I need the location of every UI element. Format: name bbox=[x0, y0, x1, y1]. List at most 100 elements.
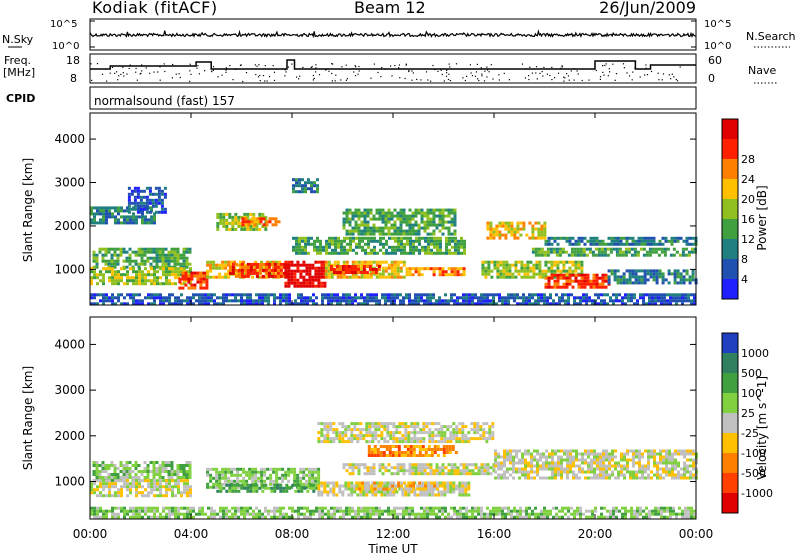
range-cell bbox=[330, 275, 334, 279]
range-cell bbox=[186, 494, 189, 498]
range-cell bbox=[654, 299, 657, 303]
range-cell bbox=[431, 422, 435, 426]
range-cell bbox=[488, 425, 492, 429]
range-cell bbox=[369, 275, 373, 279]
range-cell bbox=[125, 250, 129, 254]
range-cell bbox=[486, 472, 490, 476]
range-cell bbox=[176, 476, 180, 479]
range-cell bbox=[610, 242, 614, 246]
range-cell bbox=[567, 293, 570, 297]
range-cell bbox=[193, 286, 197, 290]
range-cell bbox=[305, 263, 309, 267]
range-cell bbox=[228, 483, 232, 487]
range-cell bbox=[267, 486, 271, 490]
range-cell bbox=[601, 242, 605, 246]
range-cell bbox=[643, 272, 647, 276]
range-cell bbox=[594, 253, 598, 257]
range-cell bbox=[181, 274, 185, 278]
range-cell bbox=[375, 299, 378, 303]
range-cell bbox=[330, 299, 333, 303]
range-cell bbox=[227, 272, 231, 276]
range-cell bbox=[436, 454, 440, 457]
range-cell bbox=[186, 479, 189, 483]
range-cell bbox=[329, 437, 333, 441]
range-cell bbox=[188, 250, 192, 254]
range-cell bbox=[545, 467, 548, 471]
range-cell bbox=[429, 217, 433, 221]
range-cell bbox=[679, 281, 683, 285]
range-cell bbox=[243, 299, 246, 303]
range-cell bbox=[514, 275, 518, 279]
range-cell bbox=[249, 227, 253, 231]
range-cell bbox=[609, 250, 613, 254]
range-cell bbox=[216, 296, 219, 300]
range-cell bbox=[442, 454, 446, 457]
range-cell bbox=[360, 260, 364, 264]
range-cell bbox=[145, 204, 149, 208]
range-cell bbox=[548, 452, 551, 456]
range-cell bbox=[201, 296, 204, 300]
range-cell bbox=[550, 276, 554, 280]
range-cell bbox=[464, 481, 468, 485]
range-cell bbox=[432, 270, 436, 274]
range-cell bbox=[300, 296, 303, 300]
range-cell bbox=[254, 470, 258, 474]
range-cell bbox=[316, 248, 319, 252]
nave-sample bbox=[117, 79, 119, 81]
range-cell bbox=[403, 481, 407, 485]
range-cell bbox=[228, 293, 231, 297]
range-cell bbox=[685, 278, 689, 282]
range-cell bbox=[219, 486, 223, 490]
range-cell bbox=[201, 299, 204, 303]
range-cell bbox=[334, 242, 337, 246]
range-cell bbox=[338, 484, 342, 488]
range-cell bbox=[150, 273, 153, 277]
range-cell bbox=[567, 253, 571, 257]
range-cell bbox=[284, 470, 288, 474]
range-cell bbox=[278, 476, 282, 480]
range-cell bbox=[385, 248, 388, 252]
nave-sample bbox=[325, 69, 327, 71]
range-cell bbox=[136, 207, 140, 211]
range-cell bbox=[399, 266, 403, 270]
nave-sample bbox=[352, 68, 354, 70]
range-cell bbox=[132, 279, 135, 283]
range-cell bbox=[492, 236, 496, 240]
range-cell bbox=[156, 494, 159, 498]
range-cell bbox=[669, 296, 672, 300]
range-cell bbox=[420, 273, 424, 277]
range-cell bbox=[550, 266, 554, 270]
range-cell bbox=[622, 275, 626, 279]
range-cell bbox=[628, 236, 632, 240]
range-cell bbox=[397, 242, 400, 246]
range-cell bbox=[282, 489, 286, 493]
range-cell bbox=[449, 481, 453, 485]
range-cell bbox=[317, 479, 321, 483]
range-cell bbox=[578, 452, 581, 456]
range-cell bbox=[276, 262, 280, 266]
range-cell bbox=[402, 275, 406, 279]
range-cell bbox=[142, 207, 146, 211]
range-cell bbox=[393, 220, 397, 224]
range-cell bbox=[177, 302, 180, 306]
range-cell bbox=[251, 275, 255, 279]
range-cell bbox=[586, 239, 590, 243]
range-cell bbox=[395, 428, 399, 432]
range-cell bbox=[654, 302, 657, 306]
range-cell bbox=[464, 440, 468, 444]
range-cell bbox=[183, 482, 186, 486]
range-cell bbox=[675, 293, 678, 297]
range-cell bbox=[111, 293, 114, 297]
range-cell bbox=[501, 296, 504, 300]
range-cell bbox=[240, 268, 244, 272]
range-cell bbox=[621, 296, 624, 300]
range-cell bbox=[571, 279, 575, 283]
range-cell bbox=[390, 260, 394, 264]
range-cell bbox=[374, 422, 378, 426]
range-cell bbox=[567, 302, 570, 306]
range-cell bbox=[360, 229, 364, 233]
range-cell bbox=[409, 484, 413, 488]
range-cell bbox=[113, 476, 117, 479]
range-cell bbox=[355, 236, 358, 240]
range-cell bbox=[622, 236, 626, 240]
